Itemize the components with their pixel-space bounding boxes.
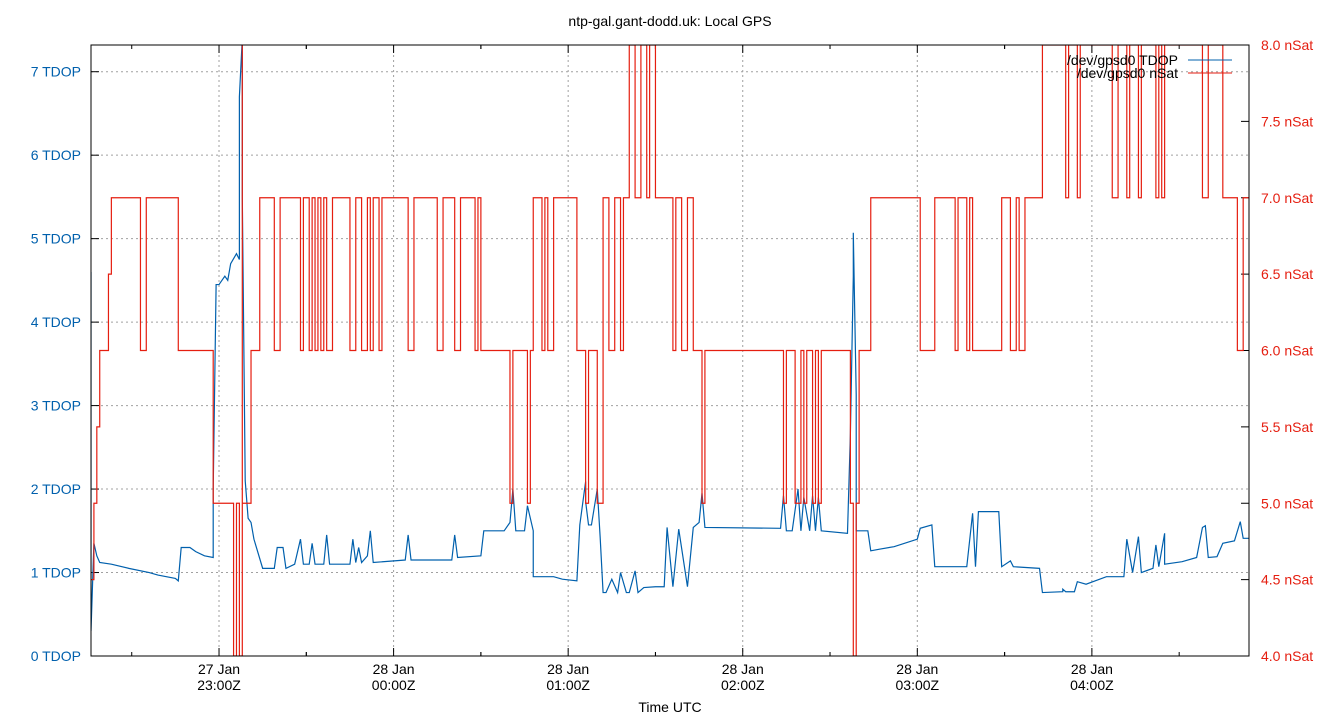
x-tick-label-time: 00:00Z	[372, 677, 416, 693]
x-tick-label-time: 02:00Z	[721, 677, 765, 693]
x-tick-label-date: 28 Jan	[373, 661, 415, 677]
y-right-tick-label: 7.0 nSat	[1261, 190, 1313, 206]
y-left-tick-label: 5 TDOP	[31, 231, 81, 247]
x-tick-label-time: 04:00Z	[1070, 677, 1114, 693]
y-left-tick-label: 6 TDOP	[31, 147, 81, 163]
y-left-tick-label: 0 TDOP	[31, 648, 81, 664]
y-right-tick-label: 6.0 nSat	[1261, 343, 1313, 359]
x-tick-label-time: 01:00Z	[546, 677, 590, 693]
y-right-tick-label: 5.0 nSat	[1261, 495, 1313, 511]
y-left-tick-label: 7 TDOP	[31, 64, 81, 80]
y-right-tick-label: 5.5 nSat	[1261, 419, 1313, 435]
y-right-tick-label: 7.5 nSat	[1261, 113, 1313, 129]
y-right-tick-label: 6.5 nSat	[1261, 266, 1313, 282]
x-tick-label-date: 28 Jan	[1071, 661, 1113, 677]
legend-label-nsat: /dev/gpsd0 nSat	[1077, 65, 1178, 81]
y-right-tick-label: 4.5 nSat	[1261, 572, 1313, 588]
y-right-tick-label: 4.0 nSat	[1261, 648, 1313, 664]
x-tick-label-date: 27 Jan	[198, 661, 240, 677]
chart-title: ntp-gal.gant-dodd.uk: Local GPS	[568, 13, 771, 29]
y-left-tick-label: 3 TDOP	[31, 398, 81, 414]
y-left-tick-label: 2 TDOP	[31, 481, 81, 497]
x-axis-label: Time UTC	[638, 699, 701, 715]
x-tick-label-date: 28 Jan	[547, 661, 589, 677]
y-left-tick-label: 1 TDOP	[31, 565, 81, 581]
y-right-tick-label: 8.0 nSat	[1261, 37, 1313, 53]
x-tick-label-date: 28 Jan	[722, 661, 764, 677]
y-left-tick-label: 4 TDOP	[31, 314, 81, 330]
x-tick-label-time: 23:00Z	[197, 677, 241, 693]
x-tick-label-time: 03:00Z	[896, 677, 940, 693]
x-tick-label-date: 28 Jan	[896, 661, 938, 677]
